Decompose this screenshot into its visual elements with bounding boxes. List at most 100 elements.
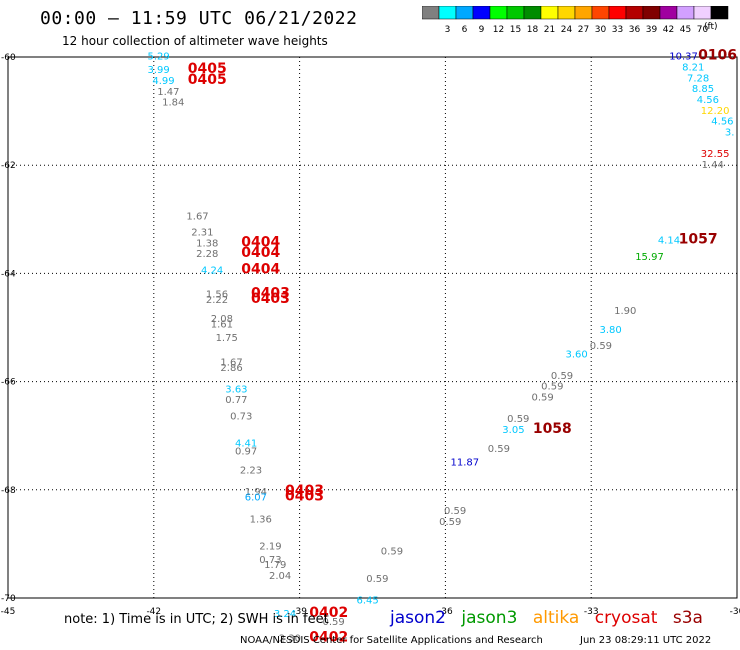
satellite-legend: jason2 jason3 altika cryosat s3a [390,608,713,628]
wave-height-label: 0.59 [439,517,461,528]
color-tick-label: 70 [697,25,709,35]
wave-height-label: 4.24 [201,265,223,276]
wave-height-label: 3.63 [225,384,247,395]
wave-height-label: 0.59 [322,617,344,628]
wave-height-label: 1.75 [216,333,238,344]
wave-height-label: 2.19 [259,541,281,552]
wave-height-label: 2.08 [211,314,233,325]
color-tick-label: 15 [510,25,521,35]
wave-height-label: 1.94 [245,487,267,498]
pass-time-label: 1057 [679,232,718,248]
pass-time-label: 0402 [309,629,348,645]
pass-time-label: 0403 [285,489,324,505]
wave-height-label: 0.73 [259,555,281,566]
wave-height-label: 3.60 [565,349,587,360]
pass-time-label: 0404 [241,245,280,261]
wave-height-label: 1.44 [702,160,724,171]
color-tick-label: 6 [462,25,468,35]
wave-height-label: 0.59 [488,444,510,455]
legend-s3a: s3a [672,608,703,628]
color-tick-label: 21 [544,25,555,35]
wave-height-label: 6.45 [357,595,379,606]
wave-height-label: 6.07 [245,493,267,504]
wave-height-label: 1.61 [211,320,233,331]
wave-height-label: 4.41 [235,439,257,450]
x-tick-label: -33 [584,607,599,617]
legend-jason2: jason2 [390,608,446,628]
wave-height-label: 1.38 [196,238,218,249]
pass-time-label: 0405 [188,72,227,88]
y-tick-label: -62 [1,161,16,171]
wave-height-label: 11.87 [451,457,480,468]
color-tick-label: 9 [479,25,485,35]
pass-time-label: 0405 [188,61,227,77]
pass-time-label: 0404 [241,234,280,250]
legend-altika: altika [532,608,580,628]
x-tick-label: -30 [730,607,740,617]
wave-height-label: 5.29 [148,52,170,63]
x-tick-label: -42 [146,607,161,617]
y-tick-label: -66 [1,378,16,388]
pass-time-label: 0106 [698,48,737,64]
wave-height-label: 7.28 [687,73,709,84]
legend-jason3: jason3 [461,608,518,628]
wave-height-label: 8.85 [692,84,714,95]
color-swatch [710,6,729,20]
wave-height-label: 10.37 [669,52,698,63]
wave-height-label: 3.80 [600,325,622,336]
wave-height-label: 3.05 [502,425,524,436]
pass-time-label: 0403 [251,291,290,307]
color-tick-label: 24 [561,25,573,35]
color-tick-label: 27 [578,25,589,35]
y-tick-label: -70 [1,594,16,604]
wave-height-label: 2.31 [191,228,213,239]
wave-height-label: 4.99 [152,76,174,87]
color-tick-label: 18 [527,25,539,35]
wave-height-label: 2.86 [220,363,242,374]
credit-line: NOAA/NESDIS Center for Satellite Applica… [240,635,543,646]
wave-height-label: 2.30 [279,633,301,644]
wave-height-label: 4.56 [697,95,719,106]
wave-height-label: 3.99 [148,65,170,76]
wave-height-label: 0.59 [590,341,612,352]
wave-height-label: 0.59 [381,547,403,558]
x-tick-label: -39 [292,607,307,617]
wave-height-label: 4.14 [658,236,680,247]
color-tick-label: 36 [629,25,641,35]
generation-timestamp: Jun 23 08:29:11 UTC 2022 [580,635,712,646]
color-tick-label: 45 [680,25,691,35]
legend-cryosat: cryosat [594,608,658,628]
wave-height-label: 1.67 [220,357,242,368]
wave-height-label: 0.59 [531,393,553,404]
wave-height-label: 2.28 [196,249,218,260]
pass-time-label: 0403 [251,286,290,302]
wave-height-label: 3.24 [274,609,296,620]
wave-height-label: 8.21 [682,63,704,74]
y-tick-label: -64 [1,269,16,279]
wave-height-label: 4.56 [711,117,733,128]
pass-time-label: 0403 [285,483,324,499]
wave-height-label: 0.59 [541,382,563,393]
y-tick-label: -60 [1,53,16,63]
color-tick-label: 33 [612,25,623,35]
color-tick-label: 3 [445,25,451,35]
wave-height-label: 0.59 [366,574,388,585]
x-tick-label: -36 [438,607,453,617]
wave-height-label: 0.59 [507,414,529,425]
wave-height-label: 2.22 [206,295,228,306]
color-tick-label: 30 [595,25,607,35]
wave-height-label: 12.20 [701,106,730,117]
wave-height-label: 1.56 [206,290,228,301]
wave-height-label: 0.73 [230,411,252,422]
chart-subtitle: 12 hour collection of altimeter wave hei… [62,34,328,48]
wave-height-label: 15.97 [635,252,664,263]
wave-height-label: 0.77 [225,395,247,406]
wave-height-label: 1.79 [264,560,286,571]
pass-time-label: 0402 [309,605,348,621]
color-tick-label: 12 [493,25,504,35]
wave-height-label: 3. [725,127,735,138]
x-tick-label: -45 [1,607,16,617]
footnote: note: 1) Time is in UTC; 2) SWH is in fe… [64,612,329,627]
pass-time-label: 0404 [241,261,280,277]
